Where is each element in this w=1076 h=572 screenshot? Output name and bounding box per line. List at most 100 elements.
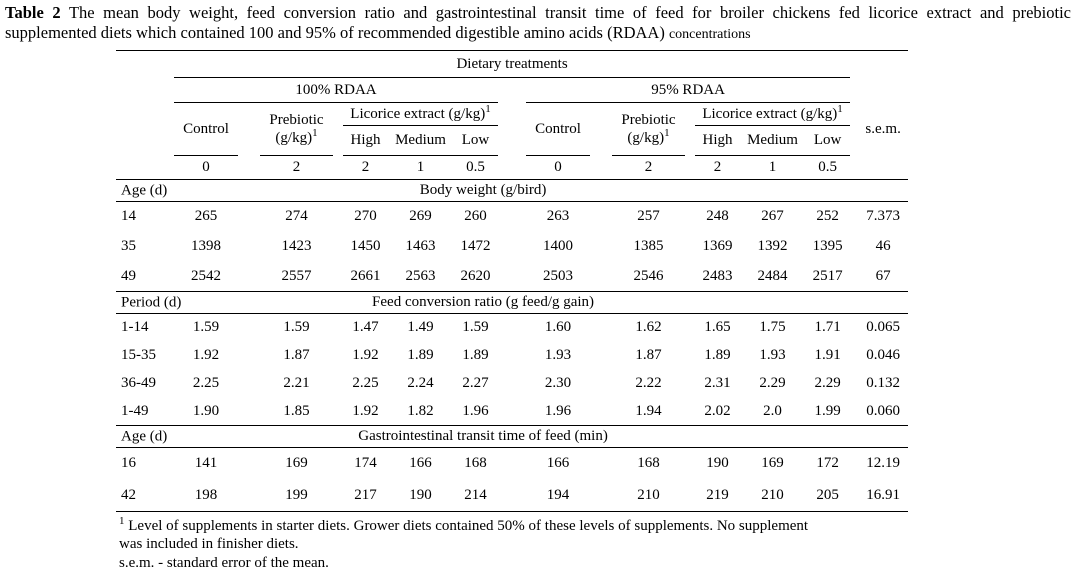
gap-cell xyxy=(333,314,343,342)
sem-cell xyxy=(858,155,909,180)
data-cell: 1.92 xyxy=(352,347,379,363)
data-cell: 1.71 xyxy=(814,319,841,336)
row-label-cell: 36-49 xyxy=(121,375,156,391)
empty-cell xyxy=(116,126,174,156)
gap-cell xyxy=(590,342,612,370)
data-cell: 1.89 xyxy=(704,347,731,363)
gap-cell xyxy=(590,479,612,512)
section-row-header: Age (d) xyxy=(121,428,168,444)
data-cell: 214 xyxy=(453,479,498,512)
data-cell: 166 xyxy=(409,455,432,472)
empty-cell xyxy=(850,291,909,314)
data-cell: 169 xyxy=(761,455,784,472)
data-cell: 1 xyxy=(740,155,805,180)
table-row: 14 265 274 270 269 260 263 257 248 267 252 7.373 xyxy=(116,202,908,232)
licorice-label: Licorice extract (g/kg) xyxy=(702,105,838,122)
footnote-supplements-continued: was included in finisher diets. xyxy=(119,536,299,553)
data-cell: 174 xyxy=(354,455,377,472)
data-cell: 1.87 xyxy=(283,347,310,363)
sem-cell: 0.065 xyxy=(866,319,900,336)
data-cell: 2.22 xyxy=(635,375,662,391)
gap-cell xyxy=(333,155,343,180)
row-label-cell: 15-35 xyxy=(121,347,156,363)
data-cell: 1463 xyxy=(405,238,436,254)
empty-cell xyxy=(850,50,909,78)
table-row: 36-49 2.25 2.21 2.25 2.24 2.27 2.30 2.22 2.31 2.2… xyxy=(116,370,908,398)
section-header-cell: Age (d) Gastrointestinal transit time of … xyxy=(116,425,851,448)
data-cell: 1.62 xyxy=(635,319,662,336)
section-title: Gastrointestinal transit time of feed (m… xyxy=(358,428,608,444)
gap-cell xyxy=(238,314,260,342)
gap-cell xyxy=(498,78,526,103)
data-cell: 2517 xyxy=(812,267,843,284)
gap-cell xyxy=(238,479,260,512)
gap-cell xyxy=(498,479,526,512)
data-cell: 172 xyxy=(816,455,839,472)
table-row: 42 198 199 217 190 214 194 210 219 210 205 16.91 xyxy=(116,479,909,512)
data-cell: 2.0 xyxy=(763,402,782,419)
sem-cell: 0.060 xyxy=(866,402,900,419)
gap-cell xyxy=(685,103,695,156)
data-cell: 1 xyxy=(388,155,453,180)
gap-cell xyxy=(850,448,858,480)
footnote-marker-sup: 1 xyxy=(485,102,491,115)
footnote-marker-sup: 1 xyxy=(119,515,125,527)
results-table: Dietary treatments 100% RDAA 95% RDAA Co… xyxy=(116,50,909,512)
prebiotic-label: Prebiotic xyxy=(269,111,324,128)
gap-cell xyxy=(590,448,612,480)
gap-cell xyxy=(685,370,695,398)
data-cell: 2 xyxy=(343,155,388,180)
data-cell: 2.31 xyxy=(704,375,731,391)
gap-cell xyxy=(850,262,858,292)
data-cell: 1.96 xyxy=(544,402,572,419)
footnote-marker-sup: 1 xyxy=(837,102,843,115)
licorice-levels-row: High Medium Low High Medium Low xyxy=(116,126,908,156)
prebiotic-unit: (g/kg) xyxy=(275,130,313,146)
data-cell: 1.59 xyxy=(462,319,489,336)
section-title: Body weight (g/bird) xyxy=(419,182,547,198)
dietary-treatments-row: Dietary treatments xyxy=(116,50,909,78)
low-95-header: Low xyxy=(813,132,842,148)
licorice-95-header: Licorice extract (g/kg)1 xyxy=(695,102,851,126)
caption-table-label: Table 2 xyxy=(5,3,61,22)
group-100-rdaa-header: 100% RDAA xyxy=(174,77,498,103)
gap-cell xyxy=(850,103,858,156)
data-cell: 1400 xyxy=(543,238,573,254)
gap-cell xyxy=(590,314,612,342)
footnote-marker-sup: 1 xyxy=(312,127,318,139)
gap-cell xyxy=(333,398,343,426)
data-cell: 260 xyxy=(464,208,487,225)
table-footnotes: 1 Level of supplements in starter diets.… xyxy=(119,515,808,572)
data-cell: 1.75 xyxy=(759,319,786,336)
control-95-header: Control xyxy=(535,120,581,137)
data-cell: 168 xyxy=(637,455,660,472)
data-cell: 1.89 xyxy=(407,347,434,363)
data-cell: 0 xyxy=(526,155,590,180)
data-cell: 1.49 xyxy=(407,319,434,336)
data-cell: 1.90 xyxy=(192,402,220,419)
data-cell: 168 xyxy=(464,455,487,472)
table-row: 49 2542 2557 2661 2563 2620 2503 2546 2483 2484 25… xyxy=(116,262,908,292)
gap-cell xyxy=(685,398,695,426)
table-row: 1-14 1.59 1.59 1.47 1.49 1.59 1.60 1.62 1.65 1.75… xyxy=(116,314,908,342)
gap-cell xyxy=(498,262,526,292)
data-cell: 1.47 xyxy=(352,319,379,336)
footnote-supplements: 1 Level of supplements in starter diets.… xyxy=(119,515,808,535)
section-header-row: Age (d) Body weight (g/bird) xyxy=(116,179,909,202)
data-cell: 1.59 xyxy=(283,319,310,336)
data-cell: 257 xyxy=(637,208,660,225)
data-cell: 166 xyxy=(546,455,570,472)
data-cell: 1450 xyxy=(350,238,381,254)
section-header-row: Period (d) Feed conversion ratio (g feed/… xyxy=(116,291,909,314)
gap-cell xyxy=(590,398,612,426)
data-cell: 1423 xyxy=(281,238,312,254)
gap-cell xyxy=(498,202,526,232)
data-cell: 190 xyxy=(706,455,729,472)
gap-cell xyxy=(498,370,526,398)
table-row: 35 1398 1423 1450 1463 1472 1400 1385 1369 1392 13… xyxy=(116,232,908,262)
gap-cell xyxy=(685,479,695,512)
gap-cell xyxy=(333,370,343,398)
data-cell: 1.92 xyxy=(192,347,220,363)
gap-cell xyxy=(333,202,343,232)
data-cell: 1.65 xyxy=(704,319,731,336)
